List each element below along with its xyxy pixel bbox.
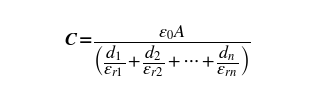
Text: $\boldsymbol{C = \dfrac{\varepsilon_0 A}{\left(\dfrac{d_1}{\varepsilon_{r1}} + \: $\boldsymbol{C = \dfrac{\varepsilon_0 A}… [63,24,251,79]
